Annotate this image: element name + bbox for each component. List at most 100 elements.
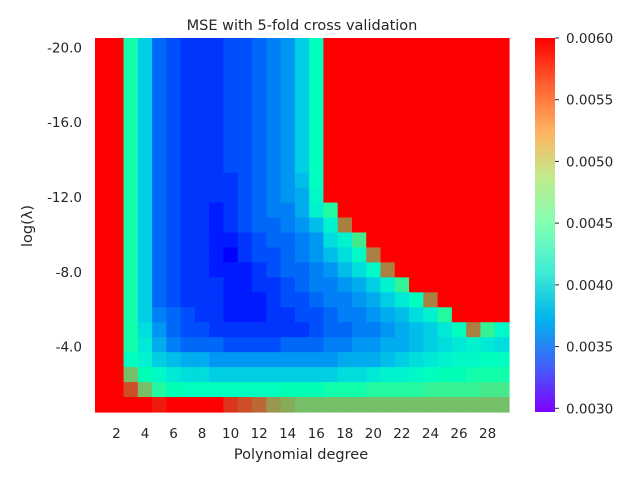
heatmap-cell xyxy=(380,367,396,383)
heatmap-cell xyxy=(95,397,110,413)
heatmap-cell xyxy=(337,232,353,249)
heatmap-cell xyxy=(323,292,339,308)
heatmap-cell xyxy=(451,397,467,413)
heatmap-cell xyxy=(280,352,296,368)
heatmap-cell xyxy=(437,292,453,308)
heatmap-cell xyxy=(266,172,282,189)
heatmap-cell xyxy=(166,82,182,99)
heatmap-cell xyxy=(280,112,296,129)
heatmap-cell xyxy=(252,172,267,189)
heatmap-cell xyxy=(209,187,225,204)
heatmap-cell xyxy=(380,247,396,263)
heatmap-cell xyxy=(223,112,239,129)
heatmap-cell xyxy=(166,322,182,338)
heatmap-cell xyxy=(237,97,253,114)
heatmap-cell xyxy=(252,397,267,413)
heatmap-cell xyxy=(123,172,139,189)
heatmap-cell xyxy=(309,187,325,204)
heatmap-cell xyxy=(137,292,153,308)
heatmap-cell xyxy=(423,247,439,263)
heatmap-cell xyxy=(95,52,110,69)
heatmap-cell xyxy=(494,38,510,54)
heatmap-cell xyxy=(166,352,182,368)
heatmap-cell xyxy=(480,307,496,323)
heatmap-cell xyxy=(480,82,496,99)
heatmap-cell xyxy=(323,217,339,234)
heatmap-cell xyxy=(223,202,239,219)
heatmap-cell xyxy=(237,397,253,413)
heatmap-cell xyxy=(351,352,367,368)
heatmap-cell xyxy=(466,322,482,338)
heatmap-cell xyxy=(223,247,239,263)
heatmap-cell xyxy=(494,262,510,278)
heatmap-cell xyxy=(480,38,496,54)
heatmap-cell xyxy=(209,367,225,383)
heatmap-cell xyxy=(237,337,253,353)
heatmap-cell xyxy=(180,172,196,189)
heatmap-cell xyxy=(123,202,139,219)
heatmap-cell xyxy=(137,187,153,204)
heatmap-cell xyxy=(137,262,153,278)
colorbar xyxy=(535,38,555,412)
heatmap-cell xyxy=(252,277,267,293)
heatmap-cell xyxy=(423,142,439,159)
heatmap-cell xyxy=(480,127,496,144)
heatmap-cell xyxy=(466,217,482,234)
heatmap-cell xyxy=(323,82,339,99)
heatmap-cell xyxy=(266,157,282,174)
heatmap-cell xyxy=(194,172,210,189)
heatmap-cell xyxy=(237,202,253,219)
heatmap-cell xyxy=(180,232,196,249)
heatmap-cell xyxy=(180,292,196,308)
heatmap-cell xyxy=(194,232,210,249)
heatmap-cell xyxy=(95,247,110,263)
heatmap-cell xyxy=(351,247,367,263)
heatmap-cell xyxy=(366,382,382,398)
heatmap-cell xyxy=(152,367,167,383)
heatmap-cell xyxy=(380,127,396,144)
heatmap-cell xyxy=(152,247,167,263)
heatmap-cell xyxy=(95,38,110,54)
heatmap-cell xyxy=(351,38,367,54)
heatmap-cell xyxy=(137,38,153,54)
heatmap-cell xyxy=(252,157,267,174)
heatmap-cell xyxy=(266,397,282,413)
heatmap-cell xyxy=(466,187,482,204)
heatmap-cell xyxy=(180,202,196,219)
heatmap-cell xyxy=(480,172,496,189)
heatmap-cell xyxy=(123,52,139,69)
heatmap-cell xyxy=(309,367,325,383)
heatmap-cell xyxy=(394,322,410,338)
heatmap-cell xyxy=(451,292,467,308)
heatmap-cell xyxy=(123,247,139,263)
heatmap-cell xyxy=(409,172,424,189)
heatmap-cell xyxy=(194,157,210,174)
heatmap-cell xyxy=(423,52,439,69)
heatmap-cell xyxy=(95,322,110,338)
heatmap-cell xyxy=(323,112,339,129)
x-tick-label: 10 xyxy=(222,426,239,442)
heatmap-cell xyxy=(266,38,282,54)
heatmap-cell xyxy=(366,187,382,204)
heatmap-cell xyxy=(123,367,139,383)
heatmap-cell xyxy=(166,307,182,323)
heatmap-cell xyxy=(137,97,153,114)
heatmap-cell xyxy=(323,97,339,114)
heatmap-cell xyxy=(437,232,453,249)
heatmap-cell xyxy=(152,82,167,99)
heatmap-cell xyxy=(137,352,153,368)
heatmap-cell xyxy=(337,187,353,204)
heatmap-cell xyxy=(366,142,382,159)
heatmap-cell xyxy=(194,307,210,323)
heatmap-cell xyxy=(266,262,282,278)
heatmap-cell xyxy=(109,277,125,293)
heatmap-cell xyxy=(309,352,325,368)
heatmap-cell xyxy=(95,112,110,129)
heatmap-cell xyxy=(451,262,467,278)
heatmap-cell xyxy=(423,277,439,293)
heatmap-cell xyxy=(394,202,410,219)
heatmap-cell xyxy=(351,82,367,99)
heatmap-cell xyxy=(194,187,210,204)
heatmap-cell xyxy=(152,292,167,308)
heatmap-cell xyxy=(337,172,353,189)
